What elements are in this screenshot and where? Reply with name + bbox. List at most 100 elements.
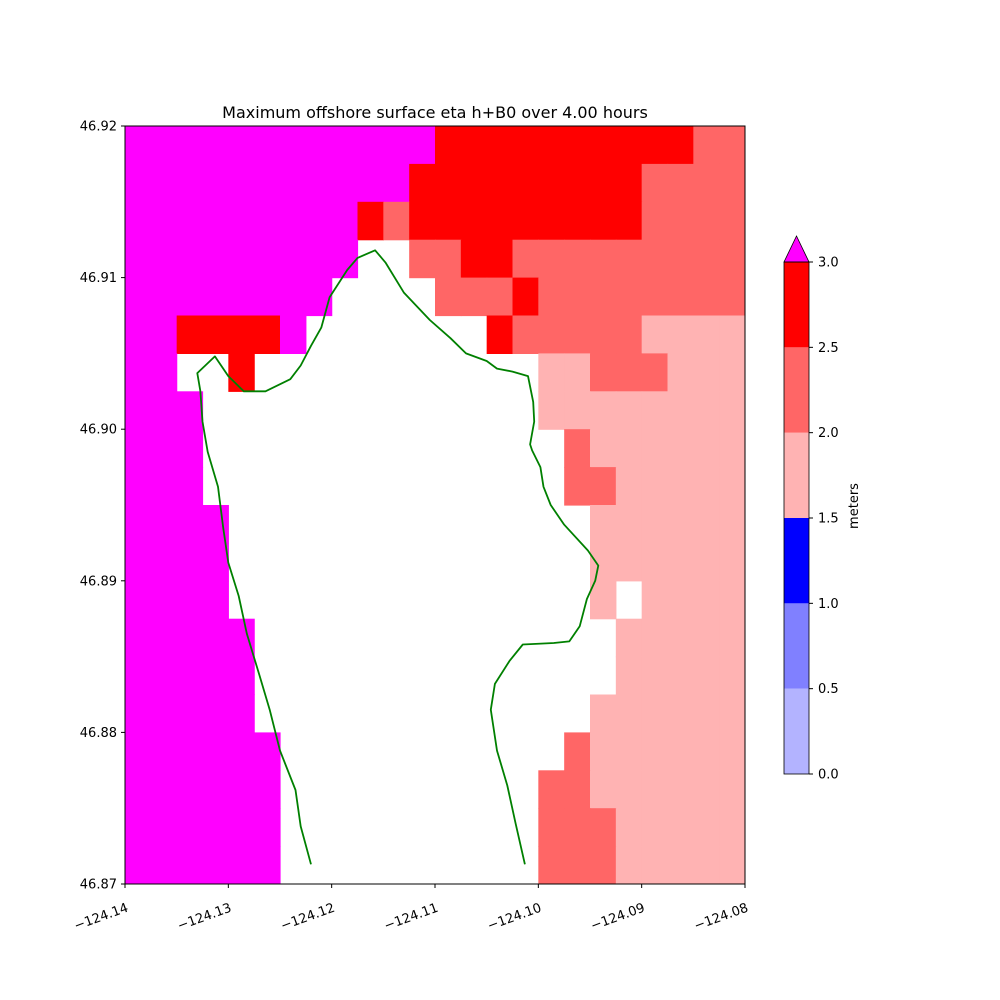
heatmap-cell bbox=[460, 163, 488, 203]
heatmap-cell bbox=[254, 808, 281, 847]
heatmap-cell bbox=[693, 770, 720, 809]
heatmap-cell bbox=[538, 201, 565, 241]
heatmap-cell bbox=[228, 201, 255, 241]
heatmap-cell bbox=[667, 126, 694, 165]
heatmap-cell bbox=[719, 922, 745, 961]
heatmap-cell bbox=[615, 770, 643, 809]
heatmap-cell bbox=[203, 922, 229, 961]
heatmap-cell bbox=[202, 163, 229, 203]
heatmap-cell bbox=[719, 277, 745, 317]
heatmap-cell bbox=[331, 201, 359, 241]
heatmap-cell bbox=[254, 960, 280, 999]
y-tick-label: 46.90 bbox=[80, 423, 117, 438]
heatmap-cell bbox=[176, 656, 204, 696]
heatmap-cell bbox=[564, 353, 591, 392]
heatmap-cell bbox=[150, 732, 178, 771]
colorbar-tick-label: 2.5 bbox=[818, 341, 839, 356]
heatmap-cell bbox=[512, 201, 539, 241]
heatmap-cell bbox=[719, 391, 745, 430]
heatmap-cell bbox=[667, 694, 694, 733]
heatmap-cell bbox=[176, 770, 204, 809]
heatmap-cell bbox=[719, 656, 745, 696]
heatmap-cell bbox=[668, 960, 694, 999]
heatmap-cell bbox=[176, 239, 204, 279]
heatmap-cell bbox=[590, 277, 617, 317]
colorbar-segment bbox=[784, 518, 809, 604]
heatmap-cell bbox=[641, 391, 669, 430]
heatmap-cell bbox=[693, 808, 720, 847]
colorbar-segment bbox=[784, 688, 809, 774]
heatmap-cell bbox=[668, 922, 694, 961]
heatmap-cell bbox=[125, 922, 151, 961]
heatmap-cell bbox=[150, 467, 178, 506]
heatmap-cell bbox=[616, 922, 642, 961]
heatmap-cell bbox=[202, 618, 229, 658]
heatmap-cell bbox=[719, 846, 745, 884]
heatmap-cell bbox=[719, 467, 745, 506]
heatmap-cell bbox=[693, 277, 720, 317]
heatmap-cell bbox=[641, 315, 669, 354]
heatmap-cell bbox=[667, 201, 694, 241]
heatmap-cell bbox=[383, 126, 410, 165]
heatmap-cell bbox=[642, 922, 668, 961]
heatmap-cell bbox=[228, 126, 255, 165]
heatmap-cell bbox=[615, 808, 643, 847]
heatmap-cell bbox=[719, 694, 745, 733]
heatmap-cell bbox=[125, 884, 151, 923]
heatmap-cell bbox=[125, 315, 152, 354]
heatmap-cell bbox=[719, 732, 745, 771]
y-tick-label: 46.89 bbox=[80, 574, 117, 589]
heatmap-cell bbox=[176, 846, 204, 884]
colorbar-label: meters bbox=[847, 483, 862, 529]
heatmap-cell bbox=[668, 884, 694, 923]
heatmap-cell bbox=[177, 960, 203, 999]
heatmap-cell bbox=[564, 884, 590, 923]
heatmap-cell bbox=[357, 163, 384, 203]
heatmap-cell bbox=[667, 580, 694, 620]
heatmap-cell bbox=[176, 315, 204, 354]
heatmap-cell bbox=[228, 618, 255, 658]
heatmap-cell bbox=[564, 808, 591, 847]
colorbar-segment bbox=[784, 347, 809, 433]
heatmap-cell bbox=[331, 126, 359, 165]
heatmap-cell bbox=[305, 239, 333, 279]
heatmap-cell bbox=[564, 239, 591, 279]
heatmap-cell bbox=[150, 277, 178, 317]
heatmap-cell bbox=[615, 694, 643, 733]
heatmap-cell bbox=[615, 201, 643, 241]
heatmap-cell bbox=[280, 239, 307, 279]
heatmap-cell bbox=[254, 277, 281, 317]
heatmap-cell bbox=[228, 239, 255, 279]
heatmap-cell bbox=[202, 315, 229, 354]
heatmap-cell bbox=[667, 429, 694, 468]
heatmap-cell bbox=[564, 315, 591, 354]
heatmap-cell bbox=[254, 315, 281, 354]
heatmap-cell bbox=[150, 163, 178, 203]
heatmap-cell bbox=[667, 542, 694, 582]
heatmap-cell bbox=[564, 201, 591, 241]
heatmap-cell bbox=[590, 580, 617, 620]
heatmap-cell bbox=[590, 315, 617, 354]
heatmap-cell bbox=[564, 467, 591, 506]
heatmap-cell bbox=[125, 732, 152, 771]
heatmap-cell bbox=[202, 846, 229, 884]
heatmap-cell bbox=[176, 391, 204, 430]
heatmap-cell bbox=[693, 846, 720, 884]
heatmap-cell bbox=[486, 163, 514, 203]
heatmap-cell bbox=[176, 201, 204, 241]
heatmap-cell bbox=[538, 126, 565, 165]
heatmap-cell bbox=[460, 126, 488, 165]
heatmap-cell bbox=[305, 163, 333, 203]
heatmap-cell bbox=[590, 694, 617, 733]
heatmap-cell bbox=[693, 467, 720, 506]
heatmap-cell bbox=[693, 353, 720, 392]
heatmap-cell bbox=[590, 732, 617, 771]
heatmap-cell bbox=[667, 239, 694, 279]
colorbar-tick-label: 1.5 bbox=[818, 512, 839, 527]
heatmap-cell bbox=[202, 808, 229, 847]
heatmap-cell bbox=[176, 277, 204, 317]
heatmap-cell bbox=[719, 580, 745, 620]
heatmap-cell bbox=[564, 732, 591, 771]
heatmap-cell bbox=[280, 126, 307, 165]
colorbar: 0.0 0.5 1.0 1.5 2.0 2.5 3.0 bbox=[783, 235, 839, 783]
